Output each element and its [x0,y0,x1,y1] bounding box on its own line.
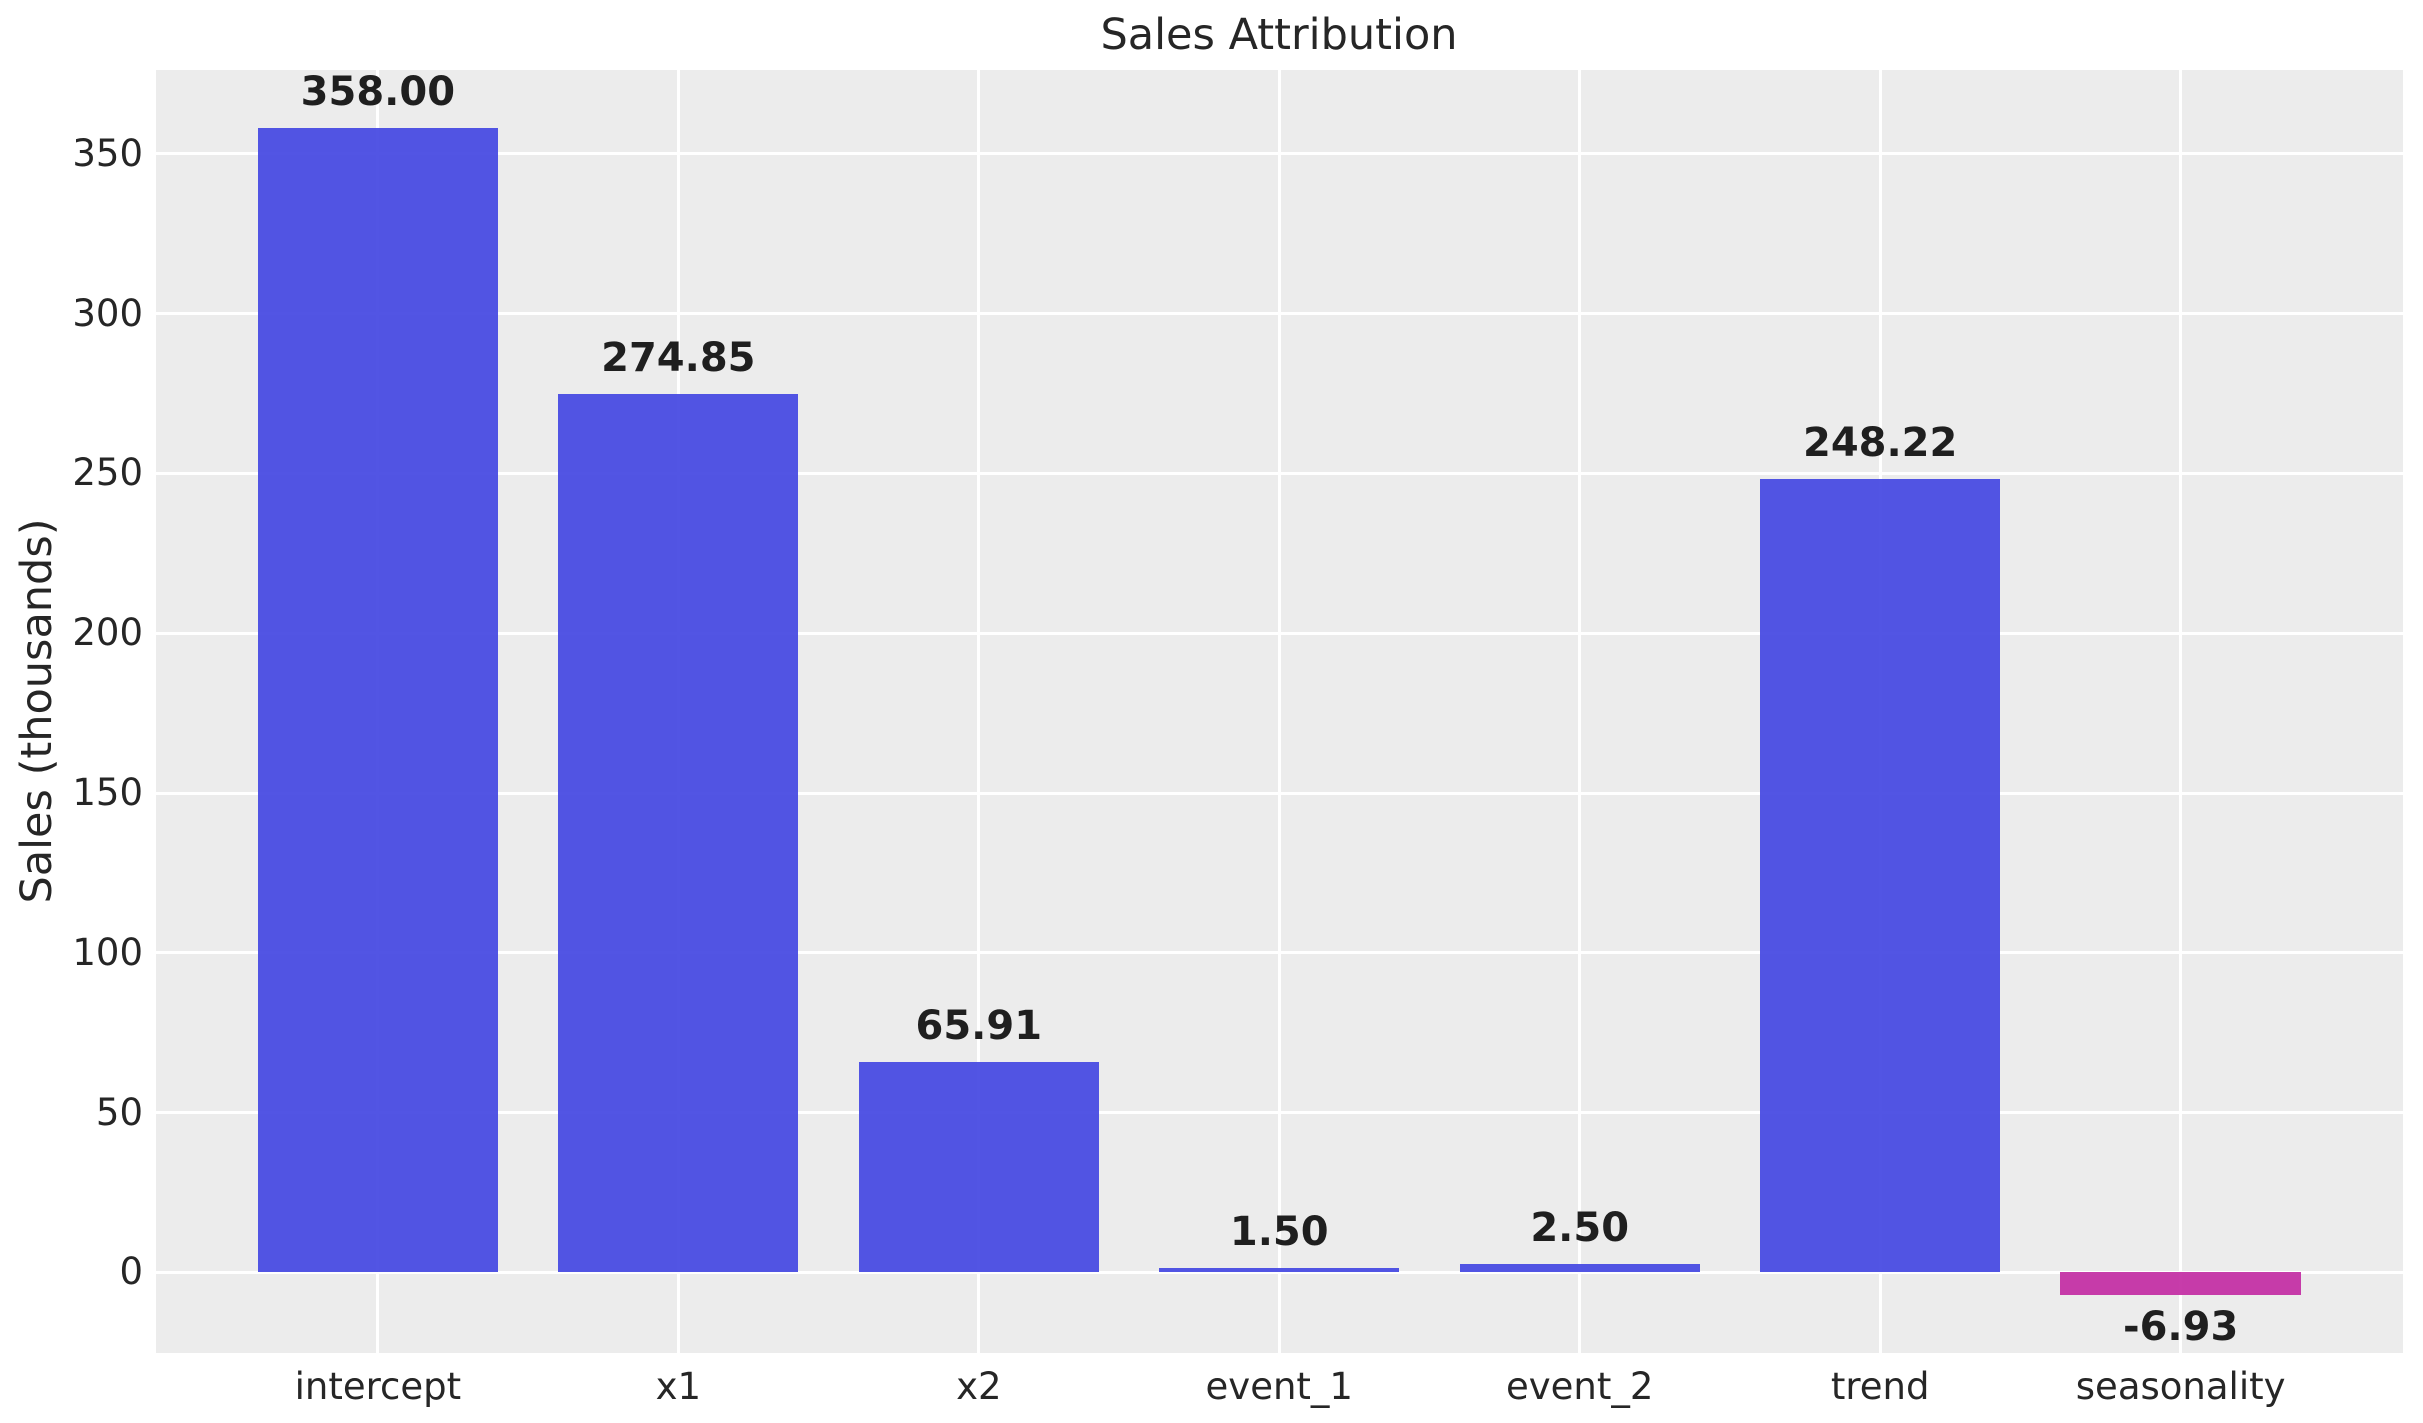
x-tick-x2: x2 [956,1365,1002,1408]
value-label-trend: 248.22 [1802,420,1958,467]
v-gridline-event_2 [1578,70,1582,1353]
x-tick-intercept: intercept [294,1365,462,1408]
x-tick-trend: trend [1830,1365,1930,1408]
bar-trend [1759,479,2001,1273]
y-tick-50: 50 [95,1090,143,1134]
x-tick-seasonality: seasonality [2075,1365,2286,1408]
bar-seasonality [2060,1272,2301,1295]
x-tick-event_2: event_2 [1505,1365,1654,1408]
plot-area: 358.00 274.85 65.91 1.50 2.50 248.22 -6.93 [155,69,2403,1353]
bar-event_2 [1459,1264,1700,1273]
x-tick-x1: x1 [655,1365,702,1408]
value-label-event_1: 1.50 [1229,1208,1329,1255]
v-gridline-x2 [977,70,981,1353]
y-axis-label: Sales (thousands) [12,518,62,904]
bar-event_1 [1159,1267,1400,1273]
y-tick-200: 200 [72,610,143,654]
y-tick-300: 300 [72,291,143,335]
y-tick-350: 350 [72,131,143,175]
value-label-x1: 274.85 [601,334,756,381]
y-tick-150: 150 [72,770,143,814]
bar-x2 [858,1061,1099,1273]
bar-intercept [257,128,499,1273]
chart-title: Sales Attribution [1100,10,1458,60]
y-tick-100: 100 [72,930,143,974]
value-label-x2: 65.91 [915,1002,1043,1049]
v-gridline-seasonality [2179,70,2183,1353]
value-label-seasonality: -6.93 [2122,1303,2239,1350]
value-label-event_2: 2.50 [1530,1205,1630,1252]
y-tick-250: 250 [72,451,143,495]
value-label-intercept: 358.00 [300,69,456,116]
bar-x1 [558,393,799,1273]
y-tick-0: 0 [119,1250,143,1294]
v-gridline-event_1 [1277,70,1281,1353]
x-tick-event_1: event_1 [1205,1365,1353,1408]
